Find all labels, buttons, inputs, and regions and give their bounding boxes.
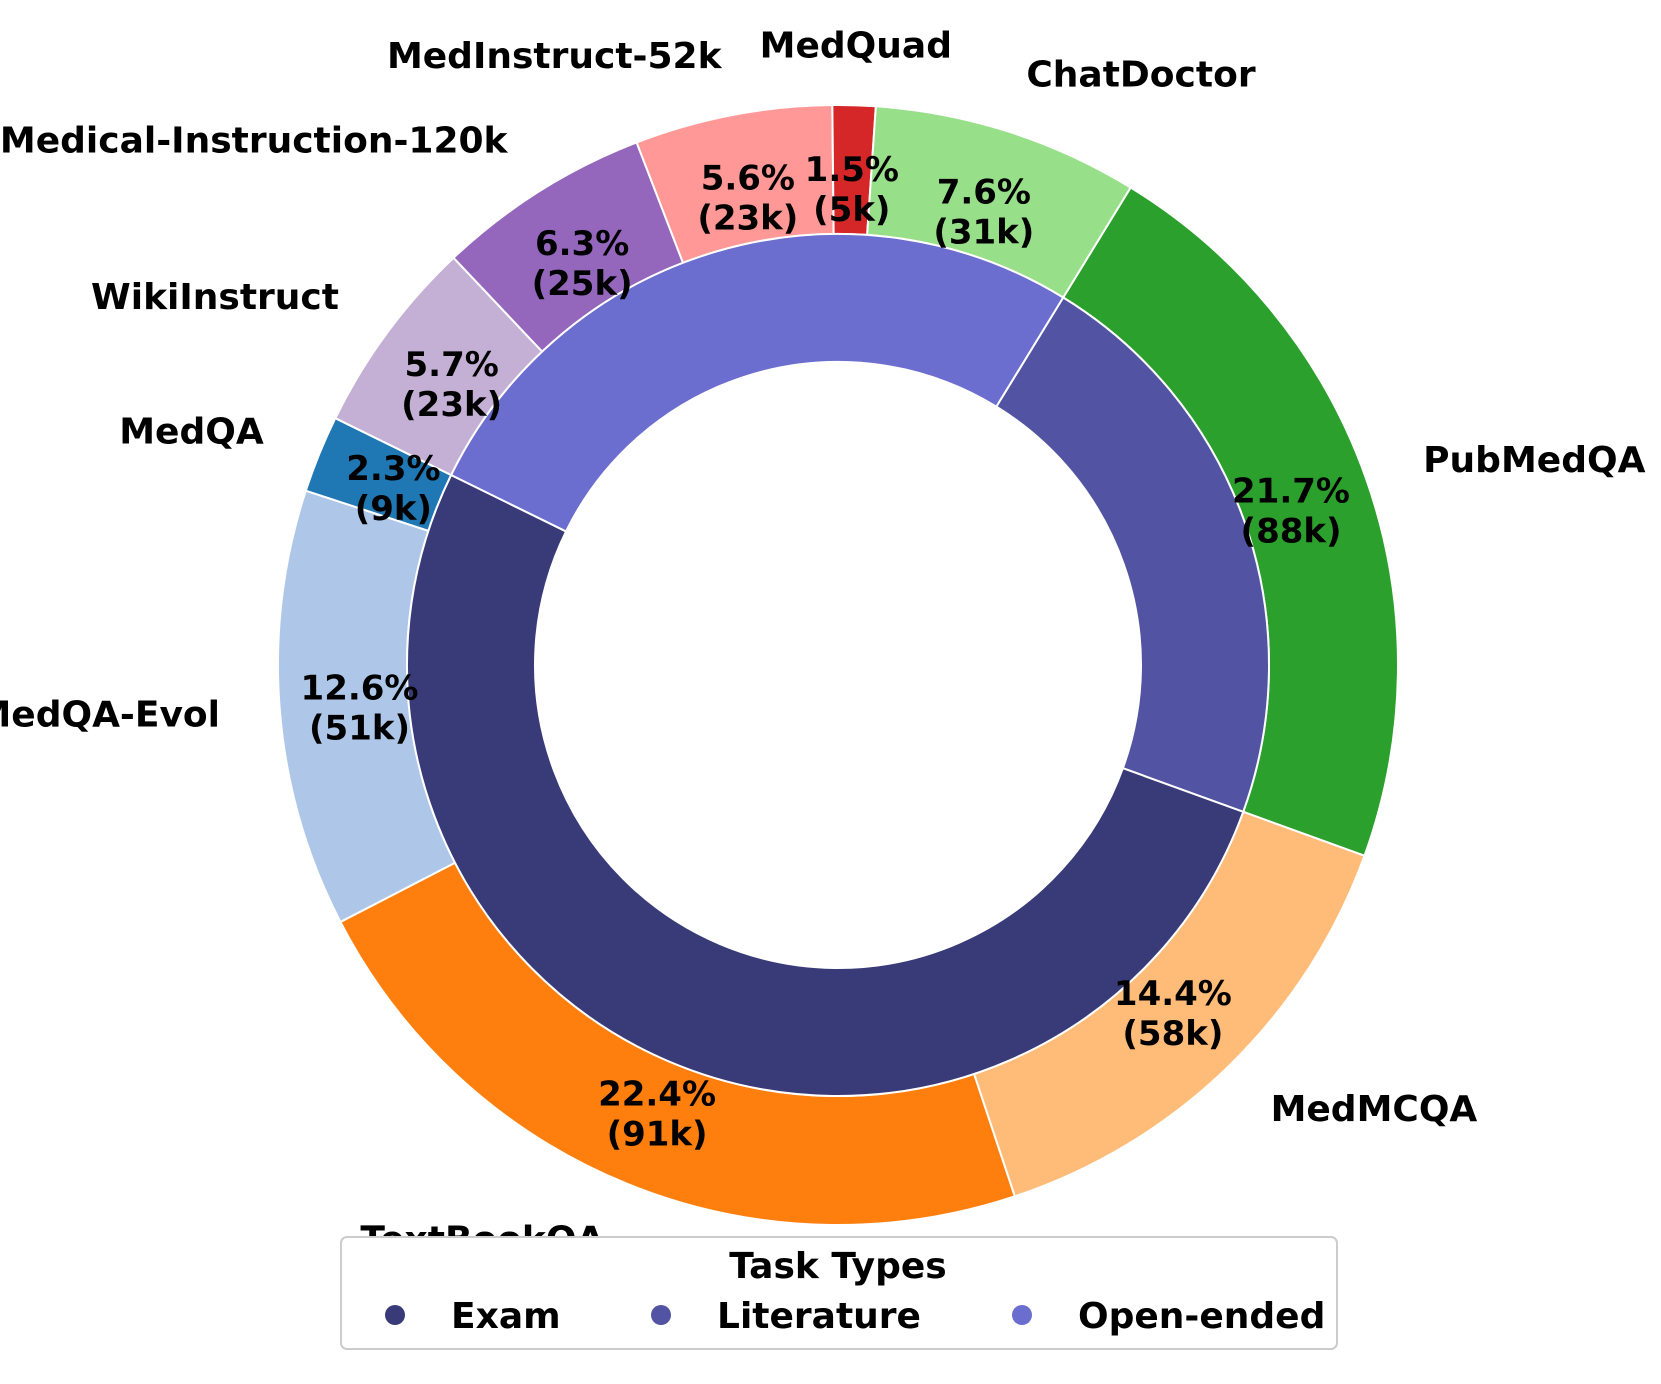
inner-slice-open-ended [449, 233, 1065, 533]
count-value: (25k) [532, 264, 633, 304]
legend-marker-literature [651, 1305, 671, 1325]
count-value: (51k) [309, 708, 410, 748]
count-value: (88k) [1241, 511, 1342, 551]
slice-label-wikiinstruct: WikiInstruct [91, 277, 339, 318]
slice-label-medquad: MedQuad [760, 25, 952, 66]
legend-items: Exam Literature Open-ended [385, 1296, 1325, 1337]
percent-value: 22.4% [598, 1075, 716, 1115]
percent-value: 1.5% [805, 150, 899, 190]
count-value: (23k) [401, 385, 502, 425]
legend-item-literature: Literature [651, 1296, 921, 1337]
legend-box [340, 1236, 1338, 1350]
legend-marker-open-ended [1012, 1305, 1032, 1325]
slice-label-medqa: MedQA [119, 411, 264, 452]
percent-label-chatdoctor: 7.6% (31k) [933, 173, 1034, 253]
slice-label-medical-instruction-120k: Medical-Instruction-120k [0, 120, 509, 161]
slice-label-medqa-evol: MedQA-Evol [0, 695, 220, 736]
percent-label-textbookqa: 22.4% (91k) [598, 1075, 716, 1155]
percent-label-medqa: 2.3% (9k) [346, 449, 440, 529]
count-value: (31k) [933, 213, 1034, 253]
legend-label-literature: Literature [717, 1296, 921, 1337]
percent-value: 2.3% [346, 449, 440, 489]
slice-label-pubmedqa: PubMedQA [1423, 440, 1645, 481]
percent-label-medinstruct-52k: 5.6% (23k) [697, 159, 798, 239]
percent-label-medquad: 1.5% (5k) [805, 150, 899, 230]
legend-label-open-ended: Open-ended [1078, 1296, 1325, 1337]
percent-value: 5.7% [405, 345, 499, 385]
slice-label-medmcqa: MedMCQA [1271, 1089, 1478, 1130]
percent-label-pubmedqa: 21.7% (88k) [1232, 471, 1350, 551]
percent-value: 12.6% [301, 668, 419, 708]
count-value: (58k) [1122, 1014, 1223, 1054]
percent-label-medical-instruction-120k: 6.3% (25k) [532, 224, 633, 304]
inner-ring [406, 233, 1270, 1097]
legend-item-open-ended: Open-ended [1012, 1296, 1325, 1337]
count-value: (23k) [697, 199, 798, 239]
percent-labels: 21.7% (88k) 14.4% (58k) 22.4% (91k) 12.6% (51k)… [301, 150, 1350, 1154]
percent-value: 14.4% [1114, 974, 1232, 1014]
legend: Task Types Exam Literature Open-ended [340, 1236, 1338, 1350]
slice-label-chatdoctor: ChatDoctor [1026, 54, 1255, 95]
percent-value: 5.6% [701, 159, 795, 199]
count-value: (9k) [355, 489, 432, 529]
percent-label-wikiinstruct: 5.7% (23k) [401, 345, 502, 425]
percent-label-medqa-evol: 12.6% (51k) [301, 668, 419, 748]
legend-item-exam: Exam [385, 1296, 561, 1337]
percent-value: 7.6% [937, 173, 1031, 213]
legend-title: Task Types [729, 1246, 946, 1287]
percent-value: 6.3% [535, 224, 629, 264]
percent-label-medmcqa: 14.4% (58k) [1114, 974, 1232, 1054]
count-value: (5k) [813, 190, 890, 230]
slice-label-medinstruct-52k: MedInstruct-52k [387, 36, 723, 77]
percent-value: 21.7% [1232, 471, 1350, 511]
inner-slice-literature [994, 296, 1270, 814]
count-value: (91k) [607, 1115, 708, 1155]
inner-slice-exam [406, 473, 1245, 1097]
outer-ring [277, 104, 1399, 1226]
legend-label-exam: Exam [451, 1296, 561, 1337]
legend-marker-exam [385, 1305, 405, 1325]
